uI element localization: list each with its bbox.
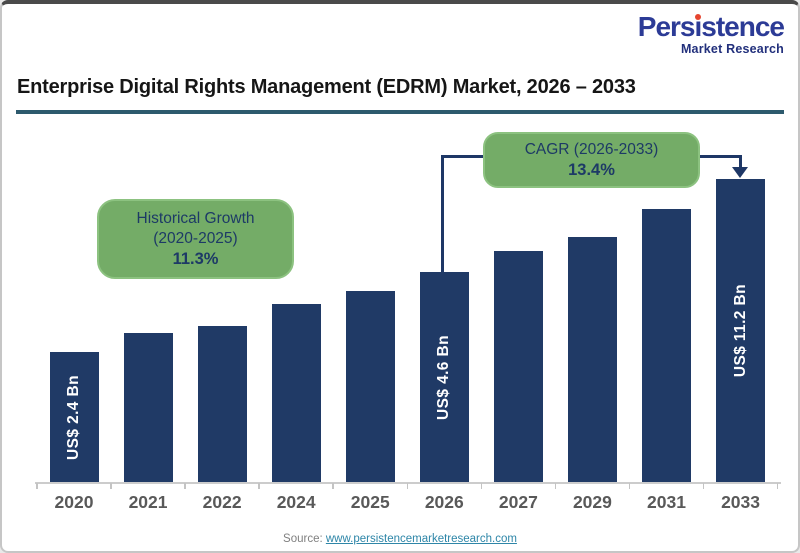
cagr-bracket-right-line xyxy=(739,155,742,168)
cagr-arrow-down-icon xyxy=(732,167,748,178)
x-axis-ticks xyxy=(36,483,779,490)
x-axis-label-2031: 2031 xyxy=(647,492,686,512)
bar-2031 xyxy=(642,209,691,483)
x-axis-tick xyxy=(332,483,334,489)
persistence-market-research-logo: Persistence Market Research xyxy=(637,11,785,56)
x-axis-label-2024: 2024 xyxy=(276,492,316,512)
bar-value-label-2026: US$ 4.6 Bn xyxy=(435,335,453,420)
historical-growth-line2: (2020-2025) xyxy=(153,230,238,247)
title-underline-rule xyxy=(16,110,784,114)
x-axis-label-2033: 2033 xyxy=(721,492,760,512)
x-axis-labels: 2020 2021 2022 2024 2025 2026 2027 2029 2031 2033 xyxy=(37,492,779,516)
bar-2021 xyxy=(123,333,173,483)
bar-2027 xyxy=(493,251,543,483)
cagr-bracket-left-line xyxy=(441,155,444,272)
source-link[interactable]: www.persistencemarketresearch.com xyxy=(325,533,517,545)
x-axis-tick xyxy=(554,483,557,489)
bar-2022 xyxy=(197,326,247,483)
cagr-value: 13.4% xyxy=(568,161,615,179)
page-title: Enterprise Digital Rights Management (ED… xyxy=(17,76,636,98)
bar-2033: US$ 11.2 Bn xyxy=(716,179,766,483)
x-axis-label-2025: 2025 xyxy=(350,492,390,512)
logo-text-pre: Pers xyxy=(637,11,696,42)
cagr-line1: CAGR (2026-2033) xyxy=(524,141,659,158)
bar-value-label-2020: US$ 2.4 Bn xyxy=(65,375,83,460)
logo-wordmark: Persistence xyxy=(637,11,785,42)
x-axis-tick xyxy=(258,483,260,489)
logo-text-post: stence xyxy=(701,11,785,42)
logo-tagline: Market Research xyxy=(680,42,784,56)
x-axis-tick xyxy=(184,483,186,489)
x-axis-label-2027: 2027 xyxy=(498,492,538,512)
x-axis-tick xyxy=(628,483,631,489)
bar-chart-plot-area: US$ 2.4 Bn US$ 4.6 Bn US$ 11.2 Bn xyxy=(37,134,779,483)
historical-growth-callout: Historical Growth (2020-2025) 11.3% xyxy=(97,199,294,279)
bar-2020: US$ 2.4 Bn xyxy=(49,352,99,483)
x-axis-label-2020: 2020 xyxy=(54,492,94,512)
source-label: Source: xyxy=(283,533,326,545)
x-axis-tick xyxy=(110,483,112,489)
historical-growth-line1: Historical Growth xyxy=(136,210,255,227)
bar-2029 xyxy=(567,237,617,483)
x-axis-line xyxy=(35,482,781,484)
bar-value-label-2033: US$ 11.2 Bn xyxy=(731,284,749,378)
x-axis-label-2022: 2022 xyxy=(202,492,242,512)
bar-2024 xyxy=(271,304,321,483)
logo-red-dot-i: i xyxy=(694,11,703,42)
cagr-callout: CAGR (2026-2033) 13.4% xyxy=(483,132,700,188)
x-axis-label-2026: 2026 xyxy=(424,492,464,512)
x-axis-tick xyxy=(406,483,409,489)
x-axis-tick xyxy=(776,483,779,489)
x-axis-tick xyxy=(702,483,705,489)
bar-2025 xyxy=(345,291,395,483)
historical-growth-value: 11.3% xyxy=(172,250,219,268)
x-axis-label-2021: 2021 xyxy=(128,492,168,512)
x-axis-tick xyxy=(36,483,38,489)
x-axis-label-2029: 2029 xyxy=(572,492,612,512)
x-axis-tick xyxy=(480,483,483,489)
source-line: Source: www.persistencemarketresearch.co… xyxy=(2,533,798,545)
bar-2026: US$ 4.6 Bn xyxy=(419,272,469,483)
